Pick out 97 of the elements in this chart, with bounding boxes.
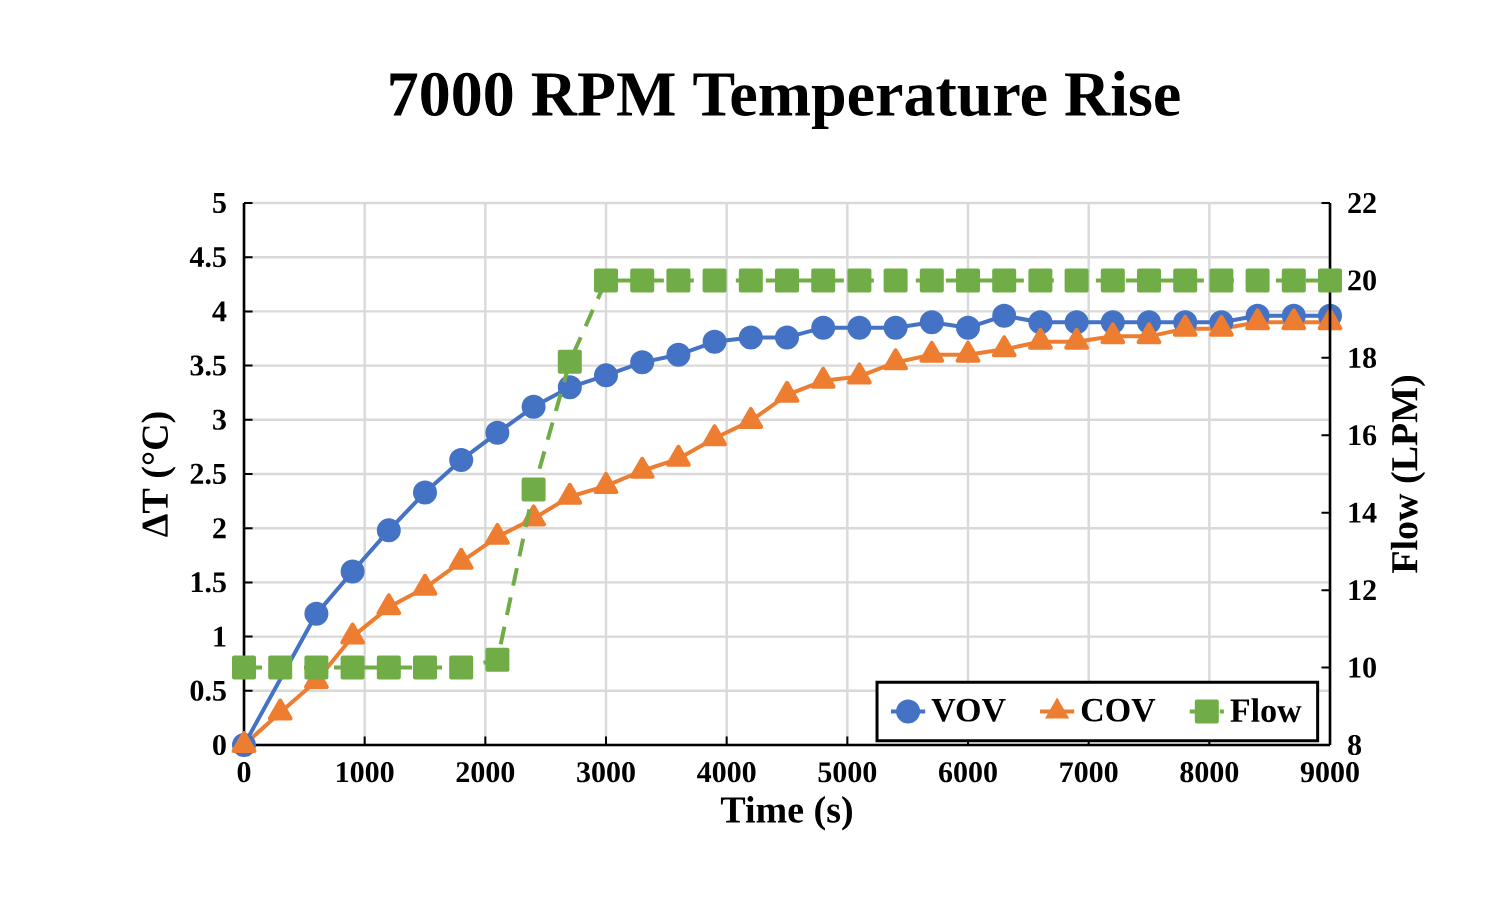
point	[557, 349, 582, 374]
point	[956, 268, 981, 293]
point	[267, 698, 293, 721]
y-tick-label: 0	[213, 734, 226, 756]
point	[304, 655, 329, 680]
point	[485, 420, 510, 445]
x-tick-label: 0	[237, 762, 251, 783]
point	[702, 329, 727, 354]
point	[630, 268, 655, 293]
legend-label: Flow	[1230, 698, 1302, 723]
point	[1245, 268, 1270, 293]
x-tick-label: 4000	[697, 762, 756, 783]
point	[449, 655, 474, 680]
y2-tick-label: 8	[1348, 734, 1362, 756]
point	[594, 268, 618, 293]
y-tick-label: 1	[214, 626, 226, 647]
y-tick-label: 3	[213, 409, 226, 430]
y-tick-label: 1.5	[191, 572, 226, 593]
x-tick-label: 1000	[337, 762, 394, 783]
point	[666, 444, 691, 467]
chart-title: 7000 RPM Temperature Rise	[390, 71, 1180, 129]
point	[521, 394, 546, 419]
point	[883, 268, 908, 293]
x-tick-label: 3000	[577, 762, 635, 783]
point	[593, 471, 619, 494]
point	[1028, 310, 1053, 335]
point	[448, 547, 474, 570]
y-tick-label: 3.5	[190, 355, 226, 376]
point	[1137, 268, 1161, 293]
point	[775, 325, 800, 350]
point	[340, 655, 365, 680]
point	[883, 315, 908, 340]
y-tick-label: 2	[213, 518, 226, 539]
point	[557, 482, 583, 505]
legend-label: VOV	[931, 698, 1006, 722]
point	[702, 268, 727, 293]
y2-tick-label: 18	[1349, 347, 1377, 368]
point	[268, 655, 293, 680]
point	[847, 268, 872, 293]
point	[919, 310, 944, 335]
point	[956, 315, 981, 340]
x-tick-label: 2000	[456, 762, 515, 783]
y2-axis-title: Flow (LPM)	[1390, 375, 1426, 574]
y-tick-label: 5	[213, 193, 226, 213]
point	[594, 363, 618, 388]
x-axis-title: Time (s)	[720, 796, 852, 831]
y2-tick-label: 12	[1349, 580, 1376, 601]
point	[666, 268, 691, 293]
point	[232, 655, 257, 680]
point	[847, 315, 872, 340]
y-tick-label: 4.5	[189, 247, 226, 268]
y-axis-title: ΔT (°C)	[141, 412, 176, 537]
point	[1318, 268, 1343, 293]
point	[1064, 268, 1089, 293]
point	[738, 325, 763, 350]
x-tick-label: 5000	[818, 762, 877, 783]
point	[413, 480, 438, 505]
y2-tick-label: 22	[1348, 193, 1376, 213]
point	[485, 522, 510, 545]
x-tick-label: 7000	[1060, 762, 1118, 783]
point	[629, 456, 655, 479]
x-tick-label: 6000	[939, 762, 997, 783]
point	[485, 647, 510, 672]
point	[992, 303, 1017, 328]
point	[557, 375, 582, 400]
point	[376, 655, 401, 680]
y-tick-label: 4	[212, 301, 227, 322]
y2-tick-label: 20	[1348, 270, 1376, 291]
point	[340, 622, 365, 645]
point	[1173, 268, 1198, 293]
point	[1100, 268, 1125, 293]
legend-label: COV	[1081, 698, 1156, 722]
point	[1064, 310, 1089, 335]
point	[738, 268, 763, 293]
point	[1028, 268, 1053, 293]
x-tick-label: 8000	[1180, 762, 1239, 783]
point	[775, 268, 800, 293]
point	[702, 424, 727, 447]
y2-tick-label: 16	[1349, 425, 1377, 446]
y2-tick-label: 10	[1349, 657, 1376, 678]
x-tick-label: 9000	[1300, 762, 1359, 783]
point	[376, 593, 402, 616]
y-tick-label: 0.5	[190, 680, 226, 701]
point	[1209, 268, 1234, 293]
point	[449, 447, 474, 472]
point	[811, 268, 836, 293]
point	[1281, 268, 1306, 293]
point	[919, 268, 944, 293]
point	[811, 315, 836, 340]
point	[521, 477, 546, 502]
point	[630, 350, 655, 375]
point	[666, 342, 691, 367]
point	[992, 268, 1017, 293]
y-tick-label: 2.5	[190, 463, 226, 485]
y2-tick-label: 14	[1349, 502, 1377, 523]
point	[413, 655, 437, 680]
point	[412, 573, 438, 596]
